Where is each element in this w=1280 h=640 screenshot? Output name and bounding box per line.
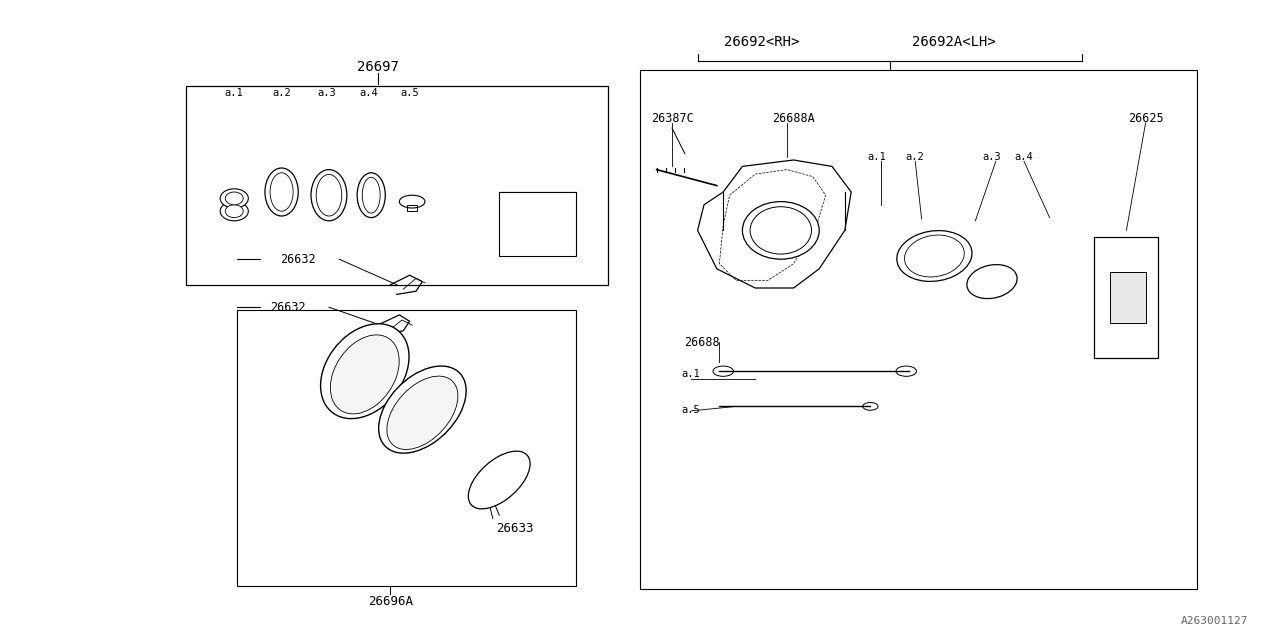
Text: a.2: a.2 (273, 88, 291, 98)
Bar (1110, 272, 1146, 323)
Ellipse shape (387, 376, 458, 449)
Ellipse shape (220, 189, 248, 208)
Ellipse shape (270, 173, 293, 211)
Text: 26625: 26625 (1128, 112, 1164, 125)
Ellipse shape (357, 173, 385, 218)
Text: 26387C: 26387C (650, 112, 694, 125)
Text: a.5: a.5 (401, 88, 419, 98)
Bar (640, 70, 1197, 589)
Text: 26633: 26633 (495, 522, 534, 534)
Ellipse shape (966, 264, 1018, 299)
Ellipse shape (220, 202, 248, 221)
Text: 26632: 26632 (280, 253, 316, 266)
Ellipse shape (750, 207, 812, 254)
Ellipse shape (905, 235, 964, 277)
Text: a.2: a.2 (906, 152, 924, 162)
Ellipse shape (897, 230, 972, 282)
Ellipse shape (225, 205, 243, 218)
Bar (1094, 237, 1158, 358)
Text: a.1: a.1 (225, 88, 243, 98)
Text: a.1: a.1 (868, 152, 886, 162)
Ellipse shape (311, 170, 347, 221)
Ellipse shape (316, 175, 342, 216)
Ellipse shape (320, 324, 410, 419)
Text: 26696A: 26696A (367, 595, 413, 608)
Text: a.1: a.1 (682, 369, 700, 380)
Text: 26688A: 26688A (772, 112, 815, 125)
Ellipse shape (265, 168, 298, 216)
Text: 26692<RH>: 26692<RH> (724, 35, 799, 49)
Text: a.3: a.3 (983, 152, 1001, 162)
Text: a.5: a.5 (682, 404, 700, 415)
Text: A263001127: A263001127 (1180, 616, 1248, 626)
Ellipse shape (330, 335, 399, 414)
Text: a.4: a.4 (1015, 152, 1033, 162)
Bar (407, 205, 417, 211)
Text: a.4: a.4 (360, 88, 378, 98)
Text: a.3: a.3 (317, 88, 335, 98)
Bar (499, 192, 576, 256)
Bar (237, 310, 576, 586)
Ellipse shape (468, 451, 530, 509)
Ellipse shape (379, 366, 466, 453)
Ellipse shape (742, 202, 819, 259)
Ellipse shape (362, 177, 380, 213)
Text: 26688: 26688 (684, 336, 719, 349)
Text: 26632: 26632 (270, 301, 306, 314)
Text: 26697: 26697 (357, 60, 398, 74)
Text: 26692A<LH>: 26692A<LH> (911, 35, 996, 49)
Ellipse shape (225, 192, 243, 205)
Bar (186, 86, 608, 285)
